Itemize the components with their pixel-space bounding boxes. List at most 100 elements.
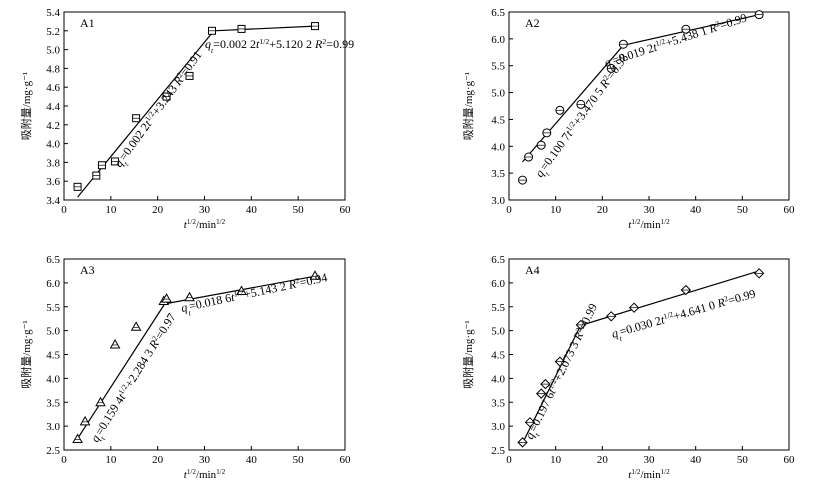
data-point bbox=[132, 114, 141, 123]
x-tick-label: 50 bbox=[293, 454, 305, 466]
x-tick-label: 20 bbox=[597, 454, 609, 466]
fit-equation-1: qt=0.159 4t1/2+2.284 3 R2=0.97 bbox=[87, 310, 181, 446]
data-point bbox=[517, 437, 528, 448]
data-point bbox=[185, 71, 194, 80]
y-tick-label: 6.5 bbox=[491, 254, 505, 266]
data-point bbox=[606, 63, 616, 73]
data-point bbox=[753, 268, 765, 279]
data-point bbox=[524, 152, 534, 162]
x-axis-label: t1/2/min1/2 bbox=[628, 218, 670, 231]
y-tick-label: 5.0 bbox=[491, 326, 505, 338]
y-tick-label: 5.0 bbox=[46, 326, 60, 338]
y-tick-label: 6.0 bbox=[491, 278, 505, 290]
y-axis-label: 吸附量/mg·g⁻¹ bbox=[461, 72, 475, 140]
data-point bbox=[162, 92, 171, 101]
data-point bbox=[72, 433, 83, 444]
y-axis-label: 吸附量/mg·g⁻¹ bbox=[19, 72, 33, 140]
y-tick-label: 3.0 bbox=[46, 421, 60, 433]
y-tick-label: 4.0 bbox=[491, 141, 505, 153]
x-tick-label: 50 bbox=[737, 204, 749, 216]
y-tick-label: 2.5 bbox=[46, 445, 60, 457]
y-tick-label: 3.5 bbox=[491, 397, 505, 409]
data-point bbox=[92, 171, 101, 180]
x-tick-label: 20 bbox=[152, 454, 164, 466]
x-axis-label: t1/2/min1/2 bbox=[184, 218, 226, 231]
x-tick-label: 10 bbox=[550, 454, 562, 466]
y-tick-label: 4.5 bbox=[46, 350, 60, 362]
x-tick-label: 10 bbox=[105, 204, 117, 216]
data-point bbox=[95, 396, 106, 407]
data-point bbox=[524, 417, 536, 428]
y-tick-label: 6.0 bbox=[491, 34, 505, 46]
y-tick-label: 4.4 bbox=[46, 101, 60, 113]
fit-line-1 bbox=[77, 30, 215, 198]
fit-equation-1: qt=0.002 2t1/2+3.243 R2=0.91 bbox=[111, 48, 208, 172]
y-tick-label: 5.5 bbox=[491, 61, 505, 73]
x-tick-label: 30 bbox=[644, 454, 656, 466]
y-tick-label: 4.6 bbox=[46, 82, 60, 94]
y-axis-label: 吸附量/mg·g⁻¹ bbox=[19, 320, 33, 388]
fit-equation-1: qt=0.100 7t1/2+3.470 5 R2=0.98 bbox=[532, 51, 634, 182]
chart-panel-A4: 0 10 20 30 40 50 60 2.5 3.0 3.5 4.0 4.5 5.0 5.5 6.0 6.5… bbox=[461, 254, 795, 481]
y-tick-label: 5.0 bbox=[46, 45, 60, 57]
data-point bbox=[161, 293, 172, 303]
data-point bbox=[535, 388, 547, 399]
data-point bbox=[237, 24, 246, 33]
data-point bbox=[130, 321, 142, 331]
x-tick-label: 60 bbox=[340, 454, 352, 466]
panel-label: A1 bbox=[80, 16, 95, 30]
data-point bbox=[618, 39, 628, 49]
x-tick-label: 0 bbox=[506, 454, 512, 466]
y-tick-label: 5.4 bbox=[46, 7, 60, 19]
chart-panel-A2: 0 10 20 30 40 50 60 3.0 3.5 4.0 4.5 5.0 5.5 6.0 6.5 t1/… bbox=[461, 7, 795, 231]
fit-equation-2: qt=0.002 2t1/2+5.120 2 R2=0.99 bbox=[205, 37, 354, 55]
data-point bbox=[554, 356, 566, 367]
y-tick-label: 3.5 bbox=[46, 397, 60, 409]
panel-label: A4 bbox=[525, 263, 540, 277]
x-tick-label: 60 bbox=[784, 204, 796, 216]
data-point bbox=[555, 105, 565, 115]
y-tick-label: 5.5 bbox=[491, 302, 505, 314]
x-tick-label: 0 bbox=[506, 204, 512, 216]
y-tick-label: 6.0 bbox=[46, 278, 60, 290]
fit-line-1 bbox=[77, 303, 166, 439]
panel-label: A2 bbox=[525, 16, 540, 30]
data-point bbox=[109, 338, 121, 349]
data-point bbox=[542, 128, 552, 138]
data-point bbox=[73, 182, 82, 191]
x-tick-label: 50 bbox=[293, 204, 305, 216]
fit-equation-1: qt=0.197 6t1/2+2.073 3 R2=0.99 bbox=[522, 301, 604, 443]
x-tick-label: 40 bbox=[246, 454, 258, 466]
x-tick-label: 20 bbox=[597, 204, 609, 216]
x-tick-label: 40 bbox=[690, 204, 702, 216]
data-point bbox=[111, 157, 120, 166]
data-point bbox=[628, 302, 640, 313]
data-point bbox=[207, 26, 216, 35]
data-point bbox=[576, 99, 586, 109]
y-tick-label: 3.0 bbox=[491, 421, 505, 433]
y-tick-label: 4.8 bbox=[46, 63, 60, 75]
y-tick-label: 4.0 bbox=[46, 139, 60, 151]
y-tick-label: 3.6 bbox=[46, 176, 60, 188]
y-tick-label: 6.5 bbox=[491, 7, 505, 19]
data-point bbox=[754, 10, 764, 20]
data-point bbox=[311, 22, 320, 31]
data-point bbox=[236, 285, 247, 295]
x-tick-label: 10 bbox=[105, 454, 117, 466]
data-point bbox=[184, 291, 195, 302]
plot-frame bbox=[508, 11, 790, 201]
y-tick-label: 3.8 bbox=[46, 157, 60, 169]
fit-line-2 bbox=[213, 25, 316, 32]
y-tick-label: 6.5 bbox=[46, 254, 60, 266]
x-tick-label: 20 bbox=[152, 204, 164, 216]
data-point bbox=[536, 140, 546, 150]
data-point bbox=[605, 311, 617, 322]
fit-equation-2: qt=0.030 2t1/2+4.641 0 R2=0.99 bbox=[610, 286, 758, 344]
y-tick-label: 4.5 bbox=[491, 114, 505, 126]
data-point bbox=[518, 175, 528, 185]
y-tick-label: 5.5 bbox=[46, 302, 60, 314]
x-tick-label: 0 bbox=[61, 454, 67, 466]
x-tick-label: 10 bbox=[550, 204, 562, 216]
data-point bbox=[540, 378, 551, 390]
